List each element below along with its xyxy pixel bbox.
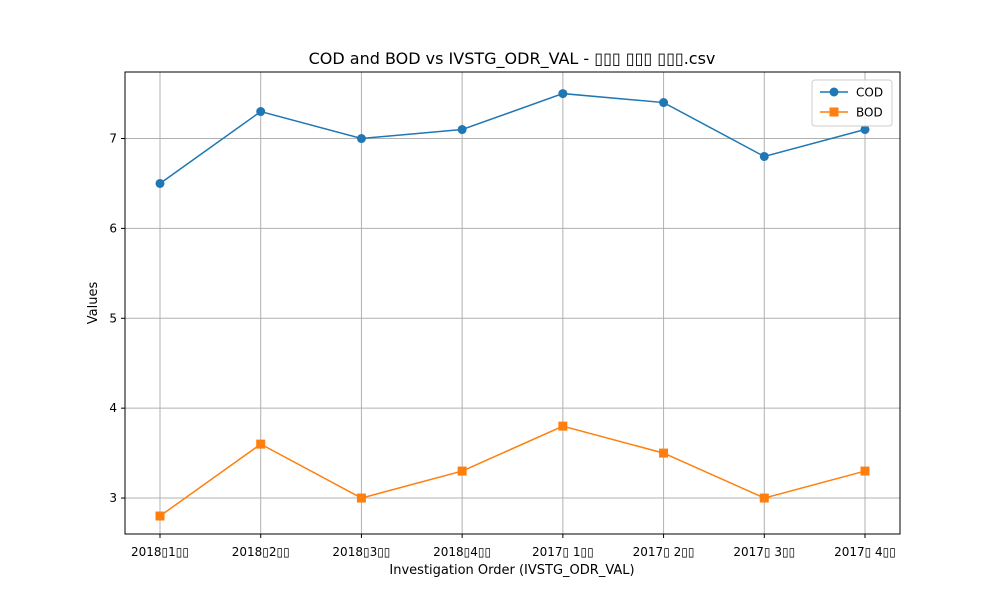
y-ticks: 3 4 5 6 7 [109,132,125,505]
x-tick-label: 2018▯2▯▯ [232,545,290,559]
bod-point [759,493,769,503]
x-tick-label: 2018▯3▯▯ [332,545,390,559]
series-cod [155,89,870,188]
legend-marker-cod [829,87,839,97]
legend-marker-bod [829,107,839,117]
y-tick-label: 3 [109,491,117,505]
x-tick-label: 2017▯ 4▯▯ [834,545,896,559]
x-tick-label: 2018▯4▯▯ [433,545,491,559]
bod-point [558,421,568,431]
legend-label-bod: BOD [856,106,883,120]
bod-point [659,448,669,458]
cod-point [558,89,568,99]
bod-point [457,466,467,476]
cod-point [759,151,769,161]
x-axis-label: Investigation Order (IVSTG_ODR_VAL) [389,563,634,578]
x-ticks: 2018▯1▯▯ 2018▯2▯▯ 2018▯3▯▯ 2018▯4▯▯ 2017▯ 1▯… [131,534,896,559]
cod-point [155,178,165,188]
y-tick-label: 4 [109,401,117,415]
series-line-bod [159,425,866,517]
bod-point [256,439,266,449]
x-tick-label: 2018▯1▯▯ [131,545,189,559]
plot-frame [124,71,901,535]
series-line-cod [159,92,866,185]
legend: COD BOD [811,79,893,127]
cod-point [457,125,467,135]
bod-point [155,511,165,521]
grid [125,72,900,534]
cod-point [356,134,366,144]
y-axis-label: Values [86,282,101,325]
x-tick-label: 2017▯ 3▯▯ [733,545,795,559]
cod-point [659,98,669,108]
cod-point [256,107,266,117]
bod-point [356,493,366,503]
chart-title: COD and BOD vs IVSTG_ODR_VAL - ▯▯▯ ▯▯▯ ▯… [309,49,716,69]
bod-point [860,466,870,476]
y-tick-label: 5 [109,311,117,325]
x-tick-label: 2017▯ 2▯▯ [633,545,695,559]
y-tick-label: 6 [109,221,117,235]
x-tick-label: 2017▯ 1▯▯ [532,545,594,559]
series-group [155,89,870,521]
cod-point [860,125,870,135]
legend-label-cod: COD [856,86,883,100]
y-tick-label: 7 [109,132,117,146]
series-bod [155,421,870,521]
